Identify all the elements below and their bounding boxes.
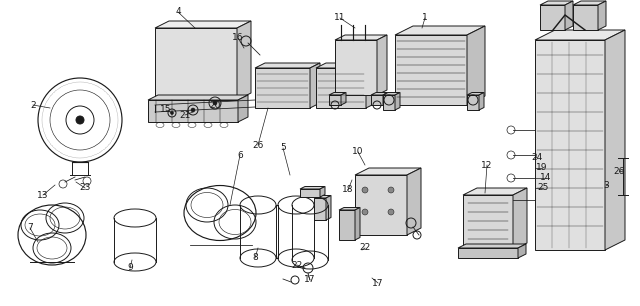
Polygon shape — [565, 1, 573, 30]
Polygon shape — [155, 28, 237, 100]
Text: 26: 26 — [613, 166, 625, 176]
Text: 20: 20 — [209, 100, 221, 110]
Polygon shape — [329, 92, 346, 95]
Polygon shape — [316, 68, 366, 108]
Text: 26: 26 — [252, 140, 264, 150]
Text: 2: 2 — [30, 100, 36, 110]
Text: 22: 22 — [291, 260, 303, 270]
Polygon shape — [518, 244, 526, 258]
Polygon shape — [335, 35, 387, 40]
Polygon shape — [341, 92, 346, 105]
Polygon shape — [479, 92, 484, 110]
Text: 7: 7 — [27, 223, 33, 233]
Text: 25: 25 — [538, 184, 548, 192]
Polygon shape — [366, 63, 376, 108]
Polygon shape — [320, 186, 325, 197]
Polygon shape — [540, 5, 565, 30]
Polygon shape — [605, 30, 625, 250]
Text: 10: 10 — [352, 147, 364, 156]
Polygon shape — [395, 26, 485, 35]
Text: 9: 9 — [127, 263, 133, 273]
Text: 4: 4 — [175, 8, 181, 17]
Circle shape — [388, 187, 394, 193]
Polygon shape — [598, 1, 606, 30]
Polygon shape — [371, 92, 388, 95]
Text: 19: 19 — [536, 163, 548, 173]
Polygon shape — [339, 207, 360, 210]
Text: 11: 11 — [334, 13, 346, 23]
Polygon shape — [540, 1, 573, 5]
Polygon shape — [463, 188, 527, 195]
Polygon shape — [255, 68, 310, 108]
Polygon shape — [339, 210, 355, 240]
Polygon shape — [407, 168, 421, 235]
Text: 16: 16 — [232, 33, 244, 43]
Polygon shape — [458, 248, 518, 258]
Polygon shape — [148, 100, 238, 122]
Circle shape — [388, 209, 394, 215]
Circle shape — [76, 116, 84, 124]
Polygon shape — [573, 5, 598, 30]
Text: 6: 6 — [237, 151, 243, 159]
Polygon shape — [463, 195, 513, 250]
Polygon shape — [535, 30, 625, 40]
Polygon shape — [355, 207, 360, 240]
Polygon shape — [355, 175, 407, 235]
Polygon shape — [395, 35, 467, 105]
Text: 15: 15 — [160, 106, 172, 114]
Polygon shape — [467, 95, 479, 110]
Polygon shape — [383, 92, 388, 105]
Text: 21: 21 — [179, 110, 191, 120]
Polygon shape — [458, 244, 526, 248]
Polygon shape — [535, 40, 605, 250]
Polygon shape — [314, 196, 331, 198]
Text: 12: 12 — [481, 161, 493, 170]
Polygon shape — [314, 198, 326, 220]
Polygon shape — [329, 95, 341, 105]
Circle shape — [362, 187, 368, 193]
Polygon shape — [383, 95, 395, 110]
Polygon shape — [326, 196, 331, 220]
Polygon shape — [395, 92, 400, 110]
Text: 5: 5 — [280, 144, 286, 152]
Polygon shape — [377, 35, 387, 95]
Polygon shape — [467, 92, 484, 95]
Polygon shape — [300, 189, 320, 197]
Polygon shape — [316, 63, 376, 68]
Text: 3: 3 — [603, 181, 609, 189]
Polygon shape — [335, 40, 377, 95]
Circle shape — [362, 209, 368, 215]
Polygon shape — [300, 186, 325, 189]
Text: 22: 22 — [360, 244, 371, 252]
Polygon shape — [238, 95, 248, 122]
Text: 1: 1 — [422, 13, 428, 23]
Polygon shape — [155, 21, 251, 28]
Polygon shape — [148, 95, 248, 100]
Polygon shape — [237, 21, 251, 100]
Circle shape — [170, 111, 173, 114]
Polygon shape — [513, 188, 527, 250]
Text: 23: 23 — [79, 184, 91, 192]
Text: 17: 17 — [372, 278, 384, 288]
Polygon shape — [310, 63, 320, 108]
Text: 13: 13 — [37, 191, 49, 200]
Text: 14: 14 — [540, 174, 552, 182]
Polygon shape — [255, 63, 320, 68]
Text: 24: 24 — [531, 154, 543, 162]
Polygon shape — [573, 1, 606, 5]
Text: 18: 18 — [342, 185, 354, 195]
Polygon shape — [383, 92, 400, 95]
Circle shape — [191, 108, 195, 112]
Text: 17: 17 — [304, 275, 316, 285]
Text: 8: 8 — [252, 253, 258, 263]
Circle shape — [213, 101, 217, 105]
Polygon shape — [371, 95, 383, 105]
Polygon shape — [467, 26, 485, 105]
Polygon shape — [355, 168, 421, 175]
